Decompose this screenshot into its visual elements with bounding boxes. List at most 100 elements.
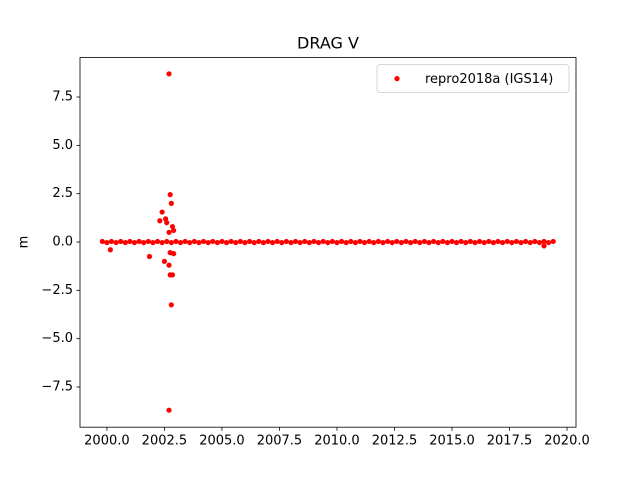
y-tick-label: 0.0 [52, 235, 73, 250]
point [191, 238, 197, 245]
point [242, 239, 248, 246]
point [182, 238, 188, 245]
point [325, 239, 331, 246]
point [260, 239, 266, 246]
y-tick-label: −2.5 [41, 283, 73, 298]
point [490, 239, 497, 246]
point [536, 239, 543, 246]
x-tick-label: 2010.0 [314, 434, 360, 449]
legend-label: repro2018a (IGS14) [425, 72, 553, 87]
y-axis-label: m [17, 236, 32, 249]
point [113, 239, 119, 246]
point [159, 239, 165, 246]
point [108, 238, 115, 245]
point [458, 238, 464, 245]
point [265, 238, 271, 245]
plot-frame [79, 57, 577, 428]
point [166, 229, 172, 235]
point [169, 272, 176, 278]
point [523, 238, 529, 245]
point [256, 238, 262, 245]
point [131, 239, 138, 246]
point [527, 239, 533, 246]
point [481, 239, 487, 246]
point [444, 239, 450, 246]
point [205, 239, 211, 246]
point [398, 239, 404, 246]
y-tick-label: 7.5 [52, 90, 73, 105]
point [219, 238, 225, 245]
point [150, 239, 156, 246]
point [279, 239, 285, 246]
point [357, 238, 363, 245]
point [334, 239, 340, 246]
point [417, 239, 423, 246]
point [269, 239, 276, 246]
x-tick-label: 2005.0 [199, 434, 245, 449]
point [159, 209, 165, 215]
point [500, 239, 506, 246]
point [228, 238, 234, 245]
y-tick-label: 2.5 [52, 186, 73, 201]
point [477, 238, 483, 245]
point [371, 239, 377, 246]
point [274, 238, 280, 245]
point [449, 238, 455, 245]
point [161, 258, 168, 264]
point [145, 238, 151, 245]
point [338, 238, 345, 245]
point [168, 239, 174, 246]
point [518, 239, 524, 246]
point [251, 239, 257, 246]
point [320, 238, 326, 245]
point [171, 227, 177, 234]
point [168, 302, 174, 308]
point [200, 238, 207, 245]
point [154, 238, 161, 245]
point [177, 239, 184, 246]
x-tick-label: 2017.5 [487, 434, 533, 449]
point [454, 239, 460, 246]
point [352, 239, 358, 246]
point [348, 238, 354, 245]
point [532, 238, 538, 245]
point [171, 251, 177, 257]
point [122, 239, 128, 246]
point [513, 238, 520, 245]
point [164, 220, 170, 226]
x-tick-label: 2012.5 [372, 434, 418, 449]
point [118, 238, 124, 245]
point [210, 238, 216, 245]
point [166, 407, 172, 413]
point [246, 238, 253, 245]
point [430, 238, 437, 245]
y-tick-label: −5.0 [41, 331, 73, 346]
point [343, 239, 349, 246]
point [435, 239, 441, 246]
point [127, 238, 133, 245]
point [107, 247, 113, 253]
point [104, 239, 110, 246]
point [495, 238, 501, 245]
point [164, 238, 170, 245]
point [361, 239, 368, 246]
point [166, 71, 172, 77]
point [223, 239, 230, 246]
point [167, 192, 173, 198]
point [467, 238, 474, 245]
point [311, 238, 317, 245]
point [99, 238, 105, 245]
point [297, 239, 303, 246]
point [315, 239, 322, 246]
y-tick-label: −7.5 [41, 379, 73, 394]
point [366, 238, 372, 245]
point [472, 239, 478, 246]
point [504, 238, 510, 245]
x-tick-label: 2020.0 [544, 434, 590, 449]
chart-title: DRAG V [297, 34, 359, 53]
point [407, 239, 414, 246]
point [157, 218, 163, 224]
legend-box [376, 64, 570, 93]
point [306, 239, 312, 246]
